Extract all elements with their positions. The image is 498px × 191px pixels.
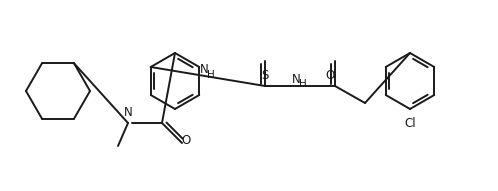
Text: N: N bbox=[292, 73, 300, 86]
Text: O: O bbox=[325, 69, 335, 82]
Text: N: N bbox=[124, 106, 132, 119]
Text: S: S bbox=[261, 69, 269, 82]
Text: Cl: Cl bbox=[404, 117, 416, 130]
Text: H: H bbox=[299, 79, 307, 89]
Text: O: O bbox=[181, 134, 191, 146]
Text: H: H bbox=[207, 70, 215, 79]
Text: N: N bbox=[200, 63, 208, 76]
